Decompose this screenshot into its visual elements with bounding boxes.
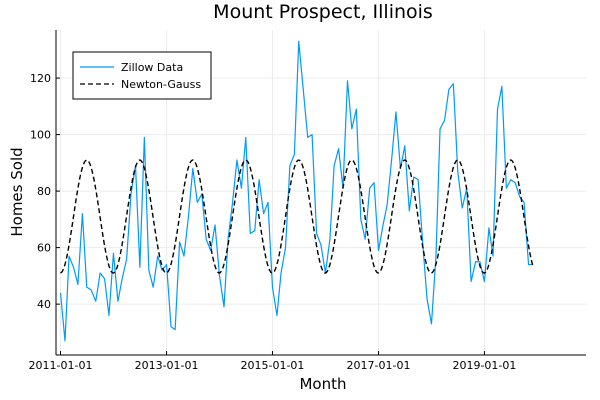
chart-title: Mount Prospect, Illinois (213, 1, 433, 23)
x-tick-label: 2011-01-01 (29, 359, 93, 372)
series-line-newton-gauss (60, 159, 534, 274)
x-tick-label: 2013-01-01 (135, 359, 199, 372)
legend: Zillow Data Newton-Gauss (72, 51, 212, 100)
grid (56, 30, 586, 355)
y-tick-label: 120 (30, 72, 51, 85)
x-tick-label: 2019-01-01 (452, 359, 516, 372)
axes (55, 30, 586, 356)
y-axis-label: Homes Sold (8, 147, 26, 236)
legend-box (72, 51, 212, 100)
x-tick-label: 2017-01-01 (347, 359, 411, 372)
legend-label-zillow-data: Zillow Data (121, 61, 183, 74)
y-tick-label: 100 (30, 129, 51, 142)
series-line-zillow-data (59, 40, 533, 342)
y-tick-label: 40 (37, 298, 51, 311)
x-tick-label: 2015-01-01 (240, 359, 304, 372)
y-tick-label: 60 (37, 242, 51, 255)
tick-labels: 2011-01-01 2013-01-01 2015-01-01 2017-01-01… (29, 72, 517, 372)
legend-label-newton-gauss: Newton-Gauss (121, 78, 201, 91)
series-lines (59, 40, 534, 342)
x-axis-label: Month (299, 375, 346, 393)
y-tick-label: 80 (37, 185, 51, 198)
